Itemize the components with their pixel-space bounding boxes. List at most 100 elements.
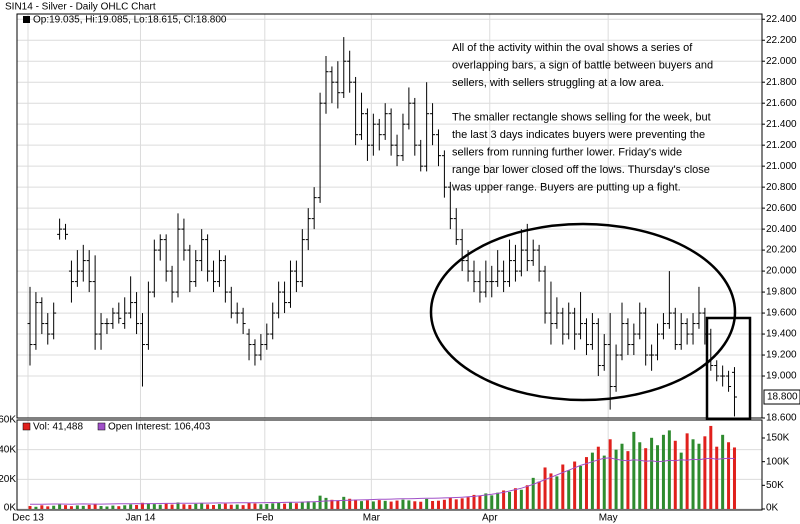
- volume-bar: [235, 504, 239, 509]
- volume-bar: [217, 504, 221, 509]
- y-tick-label: 21.800: [766, 77, 797, 88]
- volume-bar: [466, 497, 470, 509]
- volume-bar: [519, 489, 523, 509]
- y-tick-label: 19.800: [766, 287, 797, 298]
- volume-bar: [117, 506, 121, 509]
- volume-bar: [561, 464, 565, 509]
- x-tick-label: Mar: [363, 513, 381, 524]
- volume-bar: [697, 443, 701, 509]
- y-tick-label: 19.600: [766, 308, 797, 319]
- volume-bar: [513, 488, 517, 509]
- volume-bar: [425, 498, 429, 509]
- volume-bar: [342, 496, 346, 509]
- volume-bar: [360, 501, 364, 509]
- volume-bar: [626, 451, 630, 509]
- volume-bar: [590, 452, 594, 509]
- volume-bar: [685, 433, 689, 509]
- annotation-rectangle: [705, 316, 752, 421]
- volume-bar: [28, 506, 32, 509]
- y-tick-label: 20.600: [766, 203, 797, 214]
- volume-bar: [502, 490, 506, 509]
- volume-bar: [87, 504, 91, 509]
- volume-bar: [703, 436, 707, 509]
- volume-bar: [194, 503, 198, 509]
- y-tick-label: 19.400: [766, 329, 797, 340]
- volume-bar: [288, 502, 292, 509]
- open-interest-line: [29, 457, 735, 505]
- volume-legend-swatch: [22, 422, 31, 431]
- volume-tick-label: 20K: [0, 474, 16, 485]
- volume-bar: [52, 505, 56, 509]
- volume-bar: [265, 503, 269, 509]
- y-tick-label: 20.000: [766, 266, 797, 277]
- volume-bar: [691, 439, 695, 509]
- volume-bar: [182, 504, 186, 509]
- volume-bar: [365, 500, 369, 509]
- volume-tick-label: 60K: [0, 415, 16, 426]
- x-tick-label: Feb: [256, 513, 274, 524]
- volume-bar: [401, 499, 405, 509]
- annotation-line: All of the activity within the oval show…: [452, 42, 693, 54]
- volume-bar: [306, 501, 310, 509]
- volume-bar: [176, 502, 180, 509]
- volume-bar: [105, 506, 109, 509]
- volume-bar: [81, 505, 85, 509]
- annotation-line: was upper range. Buyers are putting up a…: [451, 181, 681, 193]
- ohlc-legend: Op:19.035, Hi:19.085, Lo:18.615, Cl:18.8…: [33, 15, 227, 26]
- volume-bar: [419, 501, 423, 509]
- x-tick-label: Apr: [482, 513, 498, 524]
- oi-legend: Open Interest: 106,403: [108, 422, 211, 433]
- volume-bar: [650, 437, 654, 509]
- volume-bar: [129, 504, 133, 509]
- volume-bar: [673, 440, 677, 509]
- volume-bar: [318, 495, 322, 509]
- volume-bar: [608, 439, 612, 509]
- annotation-line: the last 3 days indicates buyers were pr…: [452, 129, 705, 141]
- volume-bar: [632, 431, 636, 509]
- volume-bar: [324, 497, 328, 509]
- volume-bar: [525, 485, 529, 509]
- volume-bar: [271, 503, 275, 509]
- volume-bar: [253, 503, 257, 509]
- chart-title: SIN14 - Silver - Daily OHLC Chart: [5, 2, 156, 13]
- volume-bar: [377, 500, 381, 509]
- annotation-line: The smaller rectangle shows selling for …: [452, 111, 711, 123]
- volume-bar: [170, 504, 174, 509]
- volume-bar: [573, 461, 577, 509]
- volume-bar: [34, 506, 38, 509]
- volume-bar: [200, 503, 204, 509]
- volume-bar: [567, 470, 571, 509]
- y-tick-label: 19.000: [766, 371, 797, 382]
- volume-bar: [188, 504, 192, 509]
- marks: [27, 37, 737, 509]
- volume-bar: [348, 498, 352, 509]
- y-tick-label: 21.000: [766, 161, 797, 172]
- volume-bar: [413, 501, 417, 509]
- volume-legend: Vol: 41,488: [33, 422, 83, 433]
- volume-bar: [241, 505, 245, 509]
- volume-panel: [17, 420, 762, 510]
- last-price-label: 18.800: [767, 392, 798, 403]
- volume-bar: [152, 504, 156, 509]
- volume-bar: [709, 425, 713, 509]
- volume-bar: [371, 501, 375, 509]
- volume-bar: [584, 457, 588, 509]
- volume-bar: [330, 499, 334, 509]
- y-tick-label: 21.600: [766, 98, 797, 109]
- volume-bar: [436, 500, 440, 509]
- volume-bar: [460, 498, 464, 509]
- volume-bar: [543, 467, 547, 509]
- volume-bar: [555, 476, 559, 509]
- volume-bar: [732, 447, 736, 509]
- y-tick-label: 22.400: [766, 14, 797, 25]
- volume-bar: [259, 504, 263, 509]
- x-tick-label: Dec 13: [12, 513, 44, 524]
- y-tick-label: 18.600: [766, 413, 797, 424]
- volume-bar: [46, 506, 50, 509]
- volume-bar: [531, 477, 535, 509]
- x-tick-label: May: [599, 513, 618, 524]
- volume-bar: [40, 505, 44, 509]
- volume-bar: [140, 502, 144, 509]
- legend-swatch: [23, 16, 30, 23]
- y-tick-label: 20.200: [766, 245, 797, 256]
